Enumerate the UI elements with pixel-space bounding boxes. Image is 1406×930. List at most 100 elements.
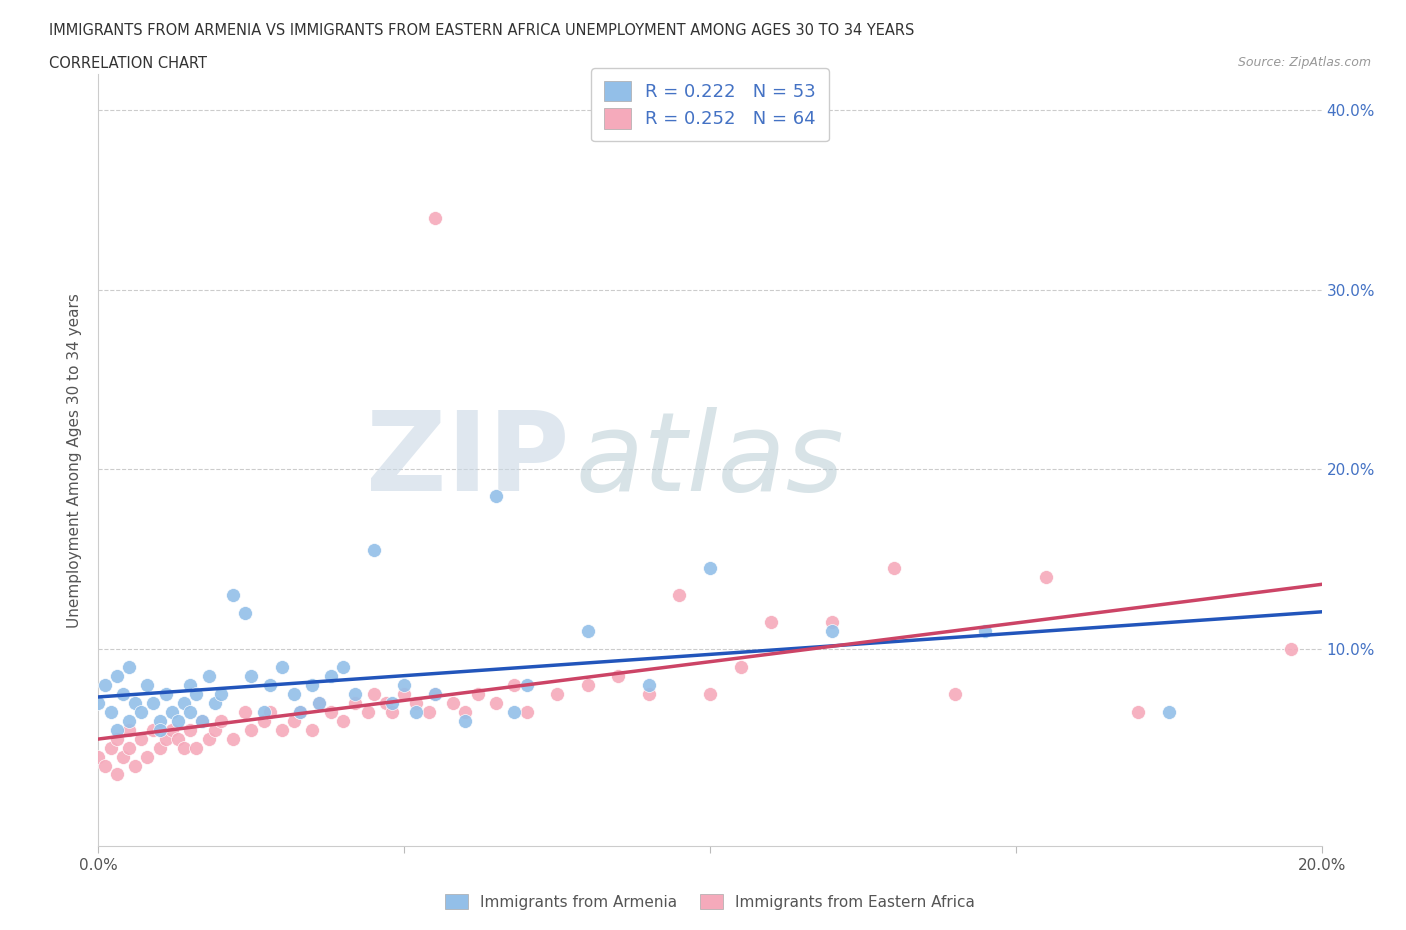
Point — [173, 696, 195, 711]
Point — [319, 669, 342, 684]
Point — [423, 686, 446, 701]
Point — [111, 749, 134, 764]
Point — [118, 659, 141, 674]
Point — [381, 704, 404, 719]
Point — [93, 677, 115, 692]
Point — [332, 713, 354, 728]
Point — [149, 713, 172, 728]
Point — [392, 686, 416, 701]
Point — [118, 740, 141, 755]
Point — [149, 740, 172, 755]
Point — [1279, 642, 1302, 657]
Point — [167, 731, 190, 746]
Point — [93, 758, 115, 773]
Point — [1128, 704, 1150, 719]
Point — [167, 713, 190, 728]
Point — [118, 713, 141, 728]
Point — [290, 704, 312, 719]
Point — [129, 704, 152, 719]
Point — [233, 704, 256, 719]
Point — [179, 677, 201, 692]
Point — [87, 749, 110, 764]
Point — [105, 669, 128, 684]
Point — [607, 669, 630, 684]
Point — [308, 696, 330, 711]
Point — [974, 623, 997, 638]
Point — [240, 669, 263, 684]
Point — [516, 677, 538, 692]
Point — [160, 723, 183, 737]
Point — [209, 686, 232, 701]
Point — [111, 686, 134, 701]
Point — [576, 677, 599, 692]
Point — [179, 723, 201, 737]
Point — [252, 704, 274, 719]
Point — [405, 696, 427, 711]
Point — [252, 713, 274, 728]
Point — [883, 561, 905, 576]
Point — [124, 758, 146, 773]
Point — [344, 696, 367, 711]
Point — [418, 704, 440, 719]
Point — [204, 696, 226, 711]
Point — [730, 659, 752, 674]
Point — [155, 731, 177, 746]
Point — [204, 723, 226, 737]
Text: Source: ZipAtlas.com: Source: ZipAtlas.com — [1237, 56, 1371, 69]
Legend: Immigrants from Armenia, Immigrants from Eastern Africa: Immigrants from Armenia, Immigrants from… — [439, 887, 981, 916]
Point — [179, 704, 201, 719]
Point — [1035, 569, 1057, 584]
Point — [485, 489, 508, 504]
Point — [301, 723, 323, 737]
Point — [136, 749, 159, 764]
Point — [699, 561, 721, 576]
Point — [381, 696, 404, 711]
Point — [392, 677, 416, 692]
Text: ZIP: ZIP — [366, 406, 569, 514]
Point — [197, 731, 219, 746]
Point — [124, 696, 146, 711]
Point — [87, 696, 110, 711]
Point — [100, 704, 122, 719]
Point — [308, 696, 330, 711]
Point — [332, 659, 354, 674]
Point — [441, 696, 464, 711]
Point — [344, 686, 367, 701]
Point — [516, 704, 538, 719]
Point — [363, 543, 385, 558]
Point — [821, 615, 844, 630]
Y-axis label: Unemployment Among Ages 30 to 34 years: Unemployment Among Ages 30 to 34 years — [67, 293, 83, 628]
Point — [191, 713, 214, 728]
Point — [319, 704, 342, 719]
Point — [105, 767, 128, 782]
Point — [160, 704, 183, 719]
Point — [423, 686, 446, 701]
Point — [290, 704, 312, 719]
Point — [197, 669, 219, 684]
Point — [1157, 704, 1180, 719]
Point — [467, 686, 489, 701]
Point — [222, 588, 245, 603]
Point — [637, 677, 661, 692]
Point — [454, 713, 477, 728]
Point — [503, 677, 526, 692]
Point — [142, 723, 165, 737]
Point — [759, 615, 782, 630]
Point — [259, 704, 281, 719]
Point — [637, 686, 661, 701]
Point — [149, 723, 172, 737]
Point — [186, 686, 208, 701]
Point — [233, 605, 256, 620]
Point — [222, 731, 245, 746]
Point — [423, 210, 446, 225]
Point — [363, 686, 385, 701]
Point — [576, 623, 599, 638]
Point — [105, 731, 128, 746]
Point — [503, 704, 526, 719]
Point — [186, 740, 208, 755]
Point — [546, 686, 568, 701]
Point — [259, 677, 281, 692]
Point — [129, 731, 152, 746]
Point — [173, 740, 195, 755]
Point — [943, 686, 966, 701]
